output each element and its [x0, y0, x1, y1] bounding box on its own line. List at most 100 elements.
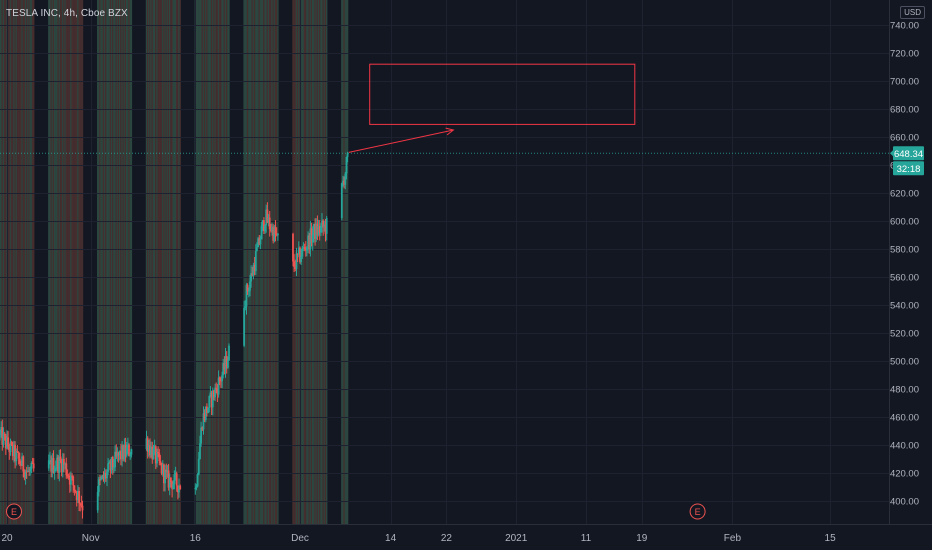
candle	[28, 467, 30, 476]
candle	[177, 485, 179, 500]
candle-body	[217, 377, 220, 395]
candle	[345, 156, 348, 180]
candle-body	[31, 463, 34, 464]
price-tick-label: 540.00	[890, 301, 919, 312]
candle	[200, 421, 202, 447]
candle	[254, 244, 257, 275]
price-axis[interactable]: 400.00 420.00 440.00 460.00 480.00 500.00 520.…	[890, 21, 919, 508]
candle-body	[292, 233, 294, 262]
candle	[106, 469, 108, 487]
candle	[58, 449, 61, 482]
session-stripe	[169, 0, 171, 524]
session-stripe	[2, 0, 5, 524]
candle-body	[274, 226, 277, 235]
candle	[49, 451, 51, 465]
candle-body	[315, 223, 318, 239]
candle-body	[313, 223, 315, 235]
candle	[299, 246, 301, 264]
candle	[60, 458, 63, 477]
candle	[99, 474, 101, 486]
session-stripe	[30, 0, 33, 524]
session-stripe	[19, 0, 21, 524]
candle	[325, 215, 328, 241]
candle-body	[161, 464, 164, 474]
candle-body	[175, 473, 178, 486]
session-stripe	[257, 0, 259, 524]
candle-body	[99, 479, 101, 481]
candle-body	[301, 247, 304, 257]
candle-body	[196, 474, 199, 487]
candle-body	[177, 485, 179, 493]
candle	[29, 466, 32, 476]
session-stripe	[164, 0, 166, 524]
candle-body	[73, 485, 76, 491]
session-stripe	[23, 0, 26, 524]
candle	[273, 224, 276, 243]
price-tick-label: 740.00	[890, 21, 919, 32]
session-stripe	[79, 0, 81, 524]
candle-body	[156, 452, 158, 464]
session-stripe	[256, 0, 258, 524]
candle	[265, 204, 268, 233]
candle	[11, 441, 14, 461]
session-stripe	[265, 0, 267, 524]
candle-body	[168, 477, 171, 488]
candle-body	[293, 261, 295, 267]
session-stripe	[17, 0, 20, 524]
candle	[249, 275, 251, 297]
candle-body	[300, 256, 302, 262]
session-stripe	[198, 0, 200, 524]
candle-body	[104, 473, 107, 479]
session-stripe	[212, 0, 214, 524]
candle-body	[197, 459, 200, 475]
session-stripe	[29, 0, 31, 524]
candle	[81, 500, 84, 519]
session-stripe	[26, 0, 28, 524]
session-stripe	[210, 0, 213, 524]
bar-countdown-bg	[893, 161, 924, 176]
candle-body	[316, 223, 319, 235]
session-stripe	[115, 0, 117, 524]
session-stripe	[312, 0, 314, 524]
session-stripe	[167, 0, 170, 524]
session-stripe	[259, 0, 262, 524]
candle	[293, 254, 295, 272]
candle-body	[324, 224, 327, 234]
candle	[207, 407, 209, 414]
candle-body	[22, 456, 25, 472]
candle	[115, 444, 118, 459]
candle	[247, 287, 250, 298]
candle	[322, 219, 325, 236]
candle	[267, 213, 270, 227]
session-stripe	[346, 0, 349, 524]
candle-body	[21, 456, 23, 466]
session-stripe	[65, 0, 67, 524]
candle-body	[3, 433, 6, 436]
candle	[54, 460, 57, 472]
candle	[70, 471, 72, 492]
session-stripe	[22, 0, 24, 524]
session-stripe	[130, 0, 133, 524]
session-stripe	[122, 0, 124, 524]
candle-body	[225, 356, 228, 368]
session-stripe	[102, 0, 105, 524]
session-stripe	[127, 0, 129, 524]
candle-body	[30, 463, 33, 470]
drawing-tools[interactable]	[348, 63, 636, 153]
currency-button[interactable]: USD	[900, 6, 925, 19]
candle	[225, 351, 228, 374]
earnings-marker-letter: E	[695, 507, 701, 517]
time-axis[interactable]: 20 Nov 16 Dec 14 22 2021 11 19 Feb 15	[1, 533, 836, 544]
candle-body	[149, 445, 151, 455]
session-stripe	[306, 0, 308, 524]
session-stripe	[98, 0, 100, 524]
candle	[30, 461, 33, 474]
candle	[179, 484, 182, 490]
candle-body	[75, 492, 78, 500]
candle-body	[322, 220, 325, 228]
session-stripe	[222, 0, 224, 524]
session-stripe	[28, 0, 30, 524]
session-stripe	[77, 0, 79, 524]
